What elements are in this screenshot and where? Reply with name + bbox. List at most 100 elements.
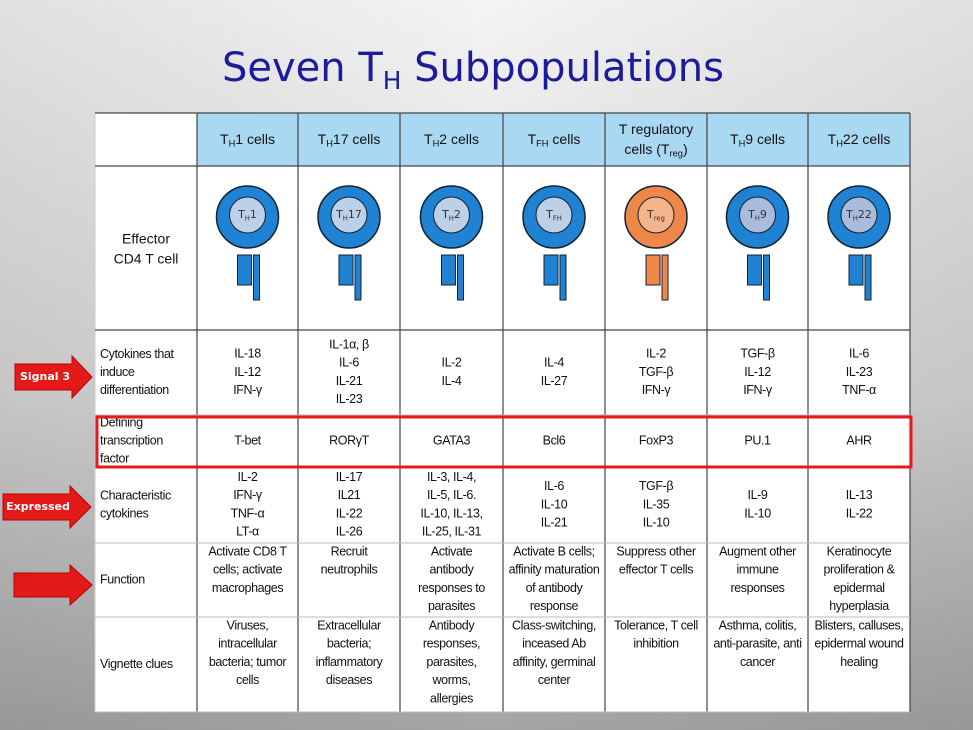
cell-text: Viruses, (227, 618, 269, 632)
cell-text: IL-25, IL-31 (422, 525, 482, 539)
receptor (253, 254, 260, 301)
cell-text: IL-27 (541, 374, 568, 388)
cell-text: of antibody (526, 581, 584, 595)
cell-text: cancer (740, 655, 775, 669)
text-segment: T (237, 208, 245, 221)
cell-text: immune (736, 563, 779, 577)
text-segment: Subpopulations (401, 45, 724, 91)
cell-text: inceased Ab (522, 637, 586, 651)
cell-text: Activate (431, 544, 473, 558)
subscript: FH (553, 214, 562, 222)
text-segment: 17 cells (333, 131, 380, 147)
cell-text: Activate CD8 T (208, 544, 287, 558)
text-segment: T (730, 131, 739, 147)
subscript: H (433, 139, 440, 149)
text-segment: 2 (454, 208, 461, 221)
subscript: H (326, 139, 333, 149)
row-label: Cytokines that (100, 347, 175, 361)
cell-text: IL-17 (336, 470, 363, 484)
column-header: TH2 cells (424, 131, 479, 149)
column-header: TH17 cells (318, 131, 381, 149)
cell-text: IL-18 (234, 346, 261, 360)
subscript: H (449, 214, 454, 222)
cell-text: parasites (428, 599, 475, 613)
cell-text: intracellular (218, 637, 277, 651)
cell-text: bacteria; tumor (209, 655, 287, 669)
cell-text: response (530, 599, 579, 613)
cell-text: center (538, 673, 571, 687)
receptor (237, 254, 252, 286)
text-segment: T (441, 208, 449, 221)
cell-text: TGF-β (639, 365, 674, 379)
row-label: cytokines (100, 506, 149, 520)
cell-text: Augment other (719, 544, 796, 558)
header-row (197, 113, 910, 166)
cell-text: TNF-α (231, 506, 265, 520)
row-label: Characteristic (100, 488, 171, 502)
nucleus (840, 196, 878, 234)
text-segment: cells (T (624, 141, 670, 157)
cell-text: Bcl6 (543, 433, 566, 447)
row-label: Function (100, 572, 145, 586)
highlight-box (95, 415, 913, 469)
cell-text: anti-parasite, anti (713, 637, 801, 651)
text-segment: T (747, 208, 755, 221)
cell-text: IL-3, IL-4, (427, 470, 476, 484)
receptor (441, 254, 456, 286)
cell-text: IL-22 (336, 506, 363, 520)
cell-text: RORγT (329, 433, 369, 447)
arrow (13, 563, 93, 607)
cell-text: epidermal wound (814, 637, 904, 651)
cell-text: IL-4 (442, 374, 462, 388)
cell-text: IFN-γ (642, 383, 672, 397)
text-segment: T regulatory (619, 121, 693, 137)
subscript: H (383, 66, 402, 95)
text-segment: 22 cells (843, 131, 890, 147)
cell-text: responses, (423, 637, 480, 651)
cell-text: IL-12 (744, 365, 771, 379)
cell-text: IL-4 (544, 356, 564, 370)
cell-text: LT-α (236, 525, 259, 539)
cell-text: IL-10 (541, 497, 568, 511)
cell-text: affinity maturation (509, 563, 600, 577)
column-header: T regulatory (619, 121, 693, 137)
slide-title: Seven TH Subpopulations (222, 45, 724, 95)
cell-text: affinity, germinal (513, 655, 596, 669)
row-label: Vignette clues (100, 657, 173, 671)
cell-text: allergies (430, 691, 473, 705)
cell-text: IL-10 (744, 506, 771, 520)
nucleus (330, 196, 368, 234)
cell-text: IFN-γ (233, 488, 263, 502)
nucleus (433, 196, 470, 234)
header-corner (95, 113, 197, 166)
receptor (543, 254, 559, 286)
cell-text: proliferation & (823, 563, 895, 577)
cell-text: AHR (846, 433, 872, 447)
cell-text: TGF-β (740, 346, 775, 360)
text-segment: T (528, 131, 537, 147)
column-header: cells (Treg) (624, 141, 687, 159)
text-segment: T (335, 208, 343, 221)
cell-text: IL-1α, β (329, 337, 369, 351)
cell-label: TH17 (335, 208, 362, 222)
column-header: TH9 cells (730, 131, 785, 149)
cell-text: IL-21 (541, 516, 568, 530)
cell-text: Extracellular (317, 618, 381, 632)
text-segment: T (646, 208, 654, 221)
column-header: TH22 cells (828, 131, 891, 149)
row-label: CD4 T cell (114, 251, 179, 267)
cell-text: Keratinocyte (827, 544, 892, 558)
cell-text: IL-2 (646, 346, 666, 360)
cell-label: TH22 (845, 208, 872, 222)
cell-text: IL-22 (846, 506, 873, 520)
cell-text: IL-35 (643, 497, 670, 511)
subscript: H (245, 214, 250, 222)
cell-text: T-bet (234, 433, 261, 447)
row-label: Effector (122, 231, 170, 247)
cell-text: responses to (418, 581, 485, 595)
cell-text: Class-switching, (512, 618, 596, 632)
cell-text: inflammatory (316, 655, 384, 669)
cell-text: IL-23 (846, 365, 873, 379)
cell-text: Suppress other (616, 544, 695, 558)
